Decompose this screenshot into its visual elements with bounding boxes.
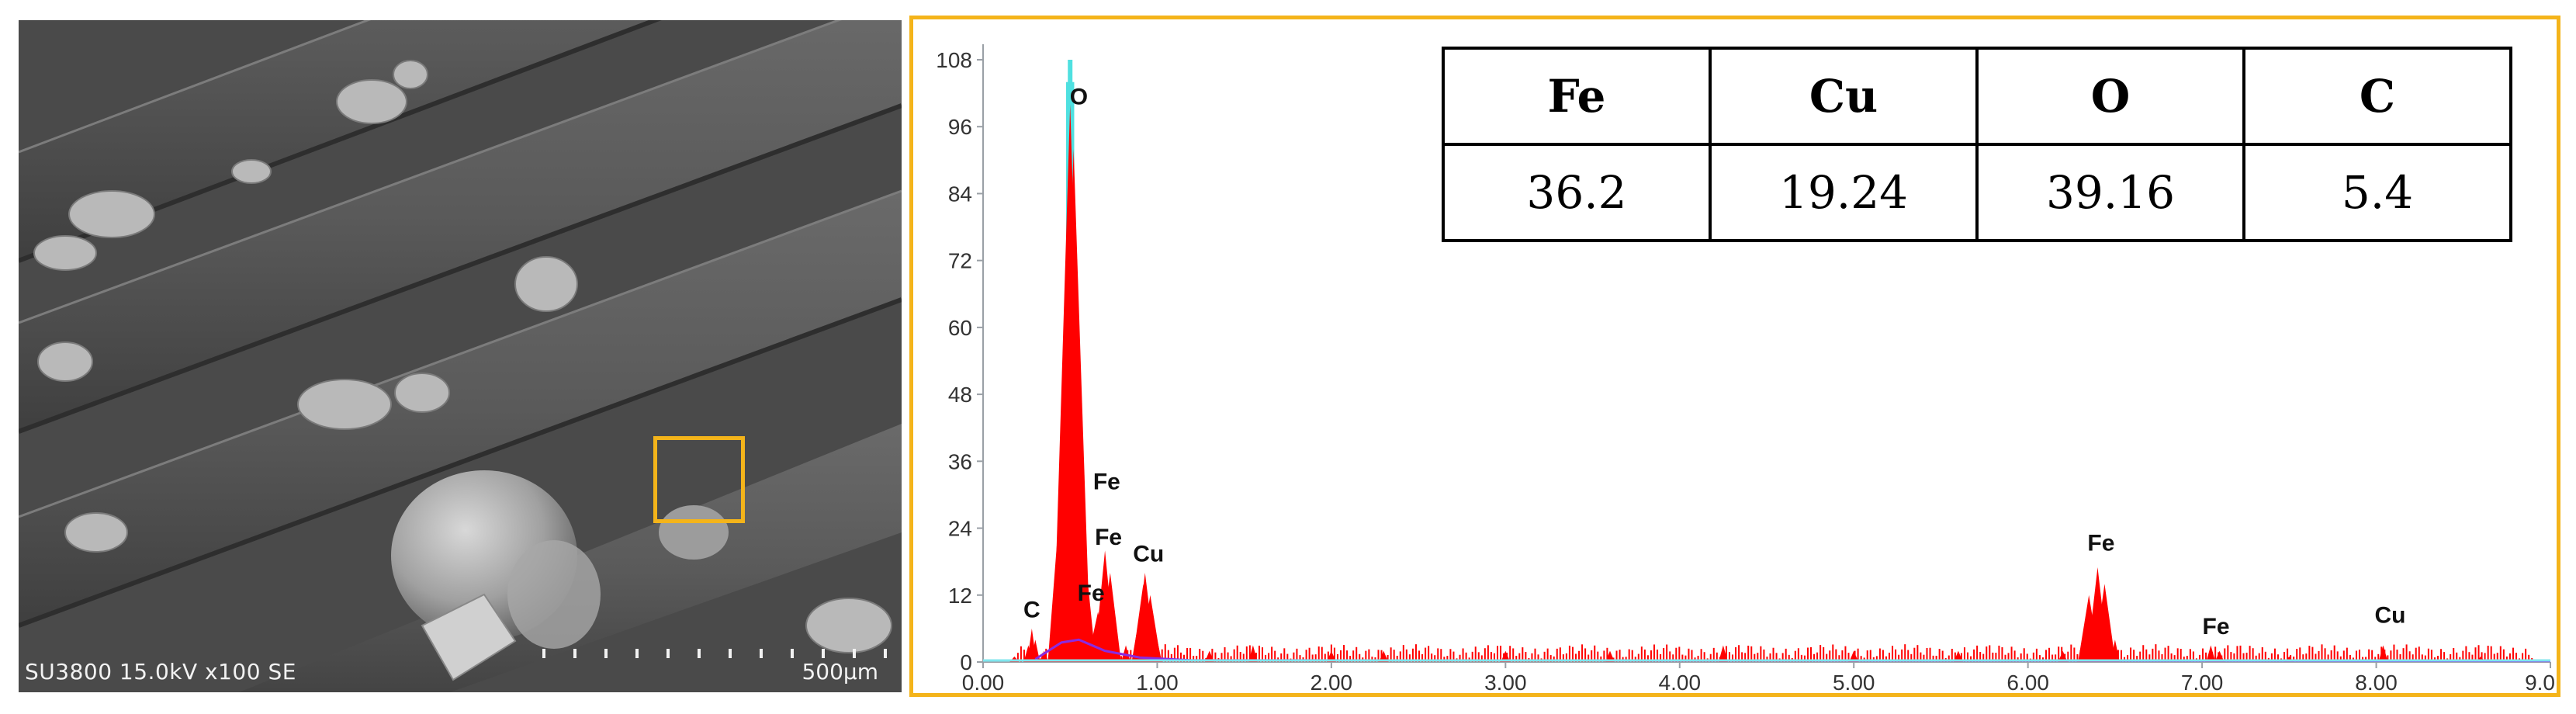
x-tick-label: 5.00 (1833, 671, 1875, 693)
eds-spectrum-chart: 0 12 24 36 48 60 72 84 96 108 0.00 1.00 2.00 3.00 4.00… (936, 44, 2555, 693)
spectrum-peak (1061, 494, 1096, 662)
spectrum-peak (1953, 650, 1963, 662)
y-tick-label: 72 (948, 249, 972, 273)
peak-label: C (1023, 598, 1040, 623)
x-tick-label: 2.00 (1311, 671, 1353, 693)
element-header-cu: Cu (1709, 47, 1979, 146)
peak-label: Fe (2203, 614, 2230, 639)
peak-label: O (1070, 84, 1088, 109)
fiber-stripes (19, 20, 902, 692)
peak-label: Fe (1093, 469, 1120, 494)
peak-label: Cu (1133, 542, 1164, 567)
spectrum-peak (1139, 594, 1162, 662)
peak-label: Fe (1095, 525, 1122, 550)
y-tick-label: 60 (948, 316, 972, 340)
y-tick-label: 96 (948, 115, 972, 139)
y-tick-label: 0 (960, 650, 972, 674)
spectrum-peak (2093, 584, 2116, 662)
peak-label: Fe (1078, 581, 1105, 606)
y-tick-label: 24 (948, 517, 972, 541)
x-tick-label: 8.00 (2355, 671, 2398, 693)
peak-label: Fe (2087, 530, 2114, 556)
element-value-c: 5.4 (2242, 143, 2512, 242)
composition-header-row: Fe Cu O C (1442, 47, 2512, 146)
x-tick-label: 0.00 (962, 671, 1005, 693)
spectrum-peak (2110, 639, 2120, 662)
x-tick-label: 6.00 (2006, 671, 2049, 693)
large-particle (391, 470, 729, 681)
sem-instrument-caption: SU3800 15.0kV x100 SE (25, 659, 296, 685)
x-tick-label: 1.00 (1136, 671, 1179, 693)
element-value-fe: 36.2 (1442, 143, 1712, 242)
sem-image-panel: SU3800 15.0kV x100 SE 500µm (19, 20, 902, 692)
y-tick-label: 36 (948, 449, 972, 473)
sem-micrograph-image (19, 20, 902, 692)
y-tick-label: 48 (948, 383, 972, 407)
composition-table: Fe Cu O C 36.2 19.24 39.16 5.4 (1442, 47, 2512, 242)
y-tick-label: 84 (948, 182, 972, 206)
element-value-cu: 19.24 (1709, 143, 1979, 242)
y-tick-label: 108 (936, 48, 972, 72)
sem-scalebar-ticks (542, 649, 887, 658)
peak-label: Cu (2375, 603, 2406, 629)
particle-clusters (33, 60, 892, 653)
composition-value-row: 36.2 19.24 39.16 5.4 (1442, 143, 2512, 242)
y-tick-label: 12 (948, 584, 972, 608)
element-header-c: C (2242, 47, 2512, 146)
x-tick-label: 7.00 (2181, 671, 2224, 693)
element-header-fe: Fe (1442, 47, 1712, 146)
x-tick-label: 3.00 (1484, 671, 1527, 693)
x-tick-label: 9.0 (2525, 671, 2555, 693)
sem-selection-box (653, 436, 745, 523)
element-value-o: 39.16 (1975, 143, 2245, 242)
sem-scalebar-label: 500µm (802, 659, 878, 685)
element-header-o: O (1975, 47, 2245, 146)
x-tick-label: 4.00 (1659, 671, 1702, 693)
